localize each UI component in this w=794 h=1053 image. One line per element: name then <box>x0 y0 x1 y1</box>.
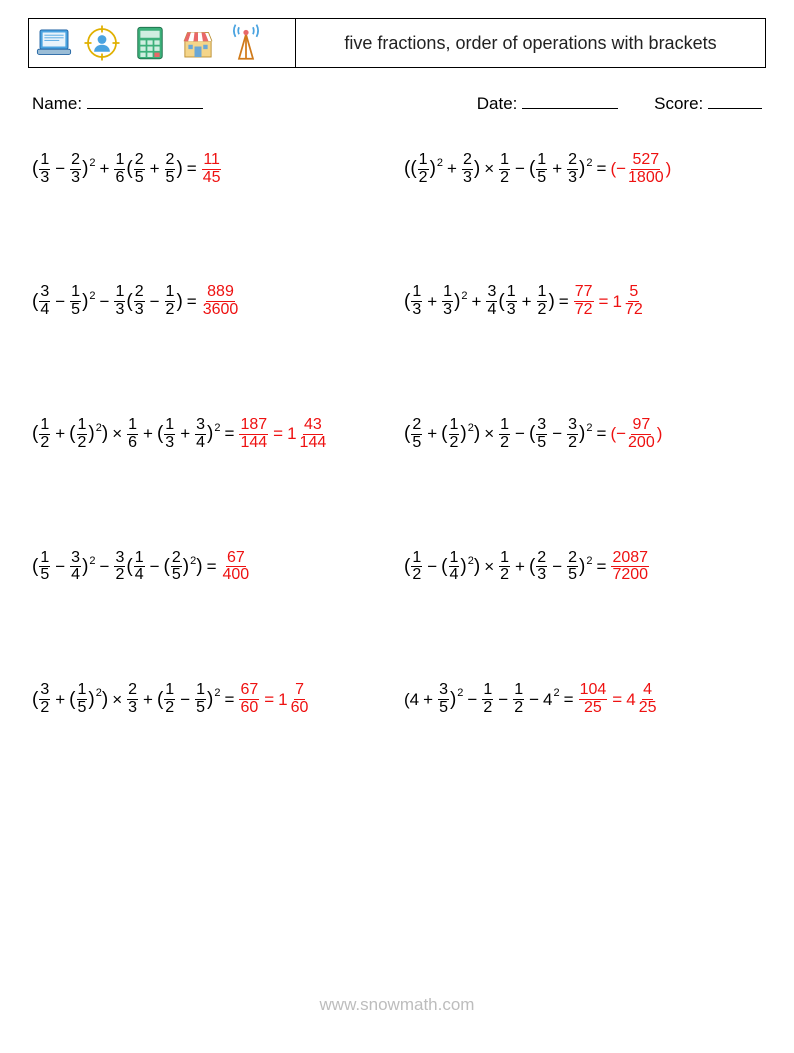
problem-3: (34−15)2−13(23−12)=8893600 <box>32 284 394 319</box>
problem-8-expression: (12−(14)2)×12+(23−25)2= <box>404 550 610 585</box>
problem-9: (32+(15)2)×23+(12−15)2=6760=1760 <box>32 682 394 717</box>
problem-2: ((12)2+23)×12−(15+23)2=(−5271800) <box>404 152 766 187</box>
calculator-icon <box>129 22 171 64</box>
problem-6-answer: (−97200) <box>610 417 662 452</box>
info-row: Name: Date: Score: <box>32 90 762 114</box>
problem-3-answer: 8893600 <box>201 284 241 319</box>
problem-5-answer: 187144=143144 <box>238 417 328 452</box>
name-label: Name: <box>32 94 82 113</box>
problem-5: (12+(12)2)×16+(13+34)2=187144=143144 <box>32 417 394 452</box>
problem-9-answer: 6760=1760 <box>238 682 310 717</box>
date-label: Date: <box>477 94 518 113</box>
score-blank[interactable] <box>708 90 762 109</box>
score-label: Score: <box>654 94 703 113</box>
problem-3-expression: (34−15)2−13(23−12)= <box>32 284 201 319</box>
antenna-icon <box>225 22 267 64</box>
problem-1-answer: 1145 <box>201 152 223 187</box>
worksheet-title: five fractions, order of operations with… <box>296 32 765 55</box>
problem-10-answer: 10425=4425 <box>578 682 659 717</box>
problem-10-expression: (4+35)2−12−12−42= <box>404 682 578 717</box>
header-icon-strip <box>29 19 296 67</box>
name-blank[interactable] <box>87 90 203 109</box>
person-target-icon <box>81 22 123 64</box>
problem-4: (13+13)2+34(13+12)=7772=1572 <box>404 284 766 319</box>
problems-grid: (13−23)2+16(25+25)=1145 ((12)2+23)×12−(15… <box>28 152 766 717</box>
problem-7: (15−34)2−32(14−(25)2)=67400 <box>32 550 394 585</box>
problem-1-expression: (13−23)2+16(25+25)= <box>32 152 201 187</box>
date-blank[interactable] <box>522 90 618 109</box>
problem-10: (4+35)2−12−12−42=10425=4425 <box>404 682 766 717</box>
problem-1: (13−23)2+16(25+25)=1145 <box>32 152 394 187</box>
storefront-icon <box>177 22 219 64</box>
footer-text: www.snowmath.com <box>0 995 794 1015</box>
problem-4-expression: (13+13)2+34(13+12)= <box>404 284 573 319</box>
problem-8-answer: 20877200 <box>610 550 650 585</box>
problem-6-expression: (25+(12)2)×12−(35−32)2= <box>404 417 610 452</box>
worksheet-header: five fractions, order of operations with… <box>28 18 766 68</box>
problem-4-answer: 7772=1572 <box>573 284 645 319</box>
problem-2-expression: ((12)2+23)×12−(15+23)2= <box>404 152 610 187</box>
problem-8: (12−(14)2)×12+(23−25)2=20877200 <box>404 550 766 585</box>
problem-6: (25+(12)2)×12−(35−32)2=(−97200) <box>404 417 766 452</box>
problem-7-answer: 67400 <box>221 550 252 585</box>
problem-9-expression: (32+(15)2)×23+(12−15)2= <box>32 682 238 717</box>
problem-2-answer: (−5271800) <box>610 152 671 187</box>
problem-5-expression: (12+(12)2)×16+(13+34)2= <box>32 417 238 452</box>
problem-7-expression: (15−34)2−32(14−(25)2)= <box>32 550 221 585</box>
laptop-icon <box>33 22 75 64</box>
